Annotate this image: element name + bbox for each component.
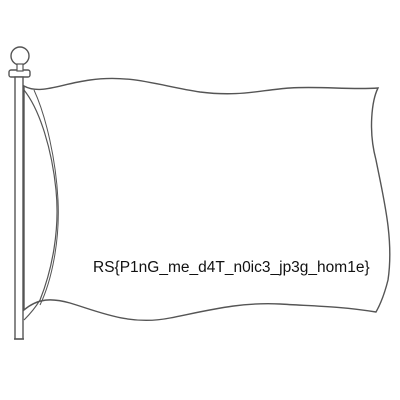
flag-body [23, 77, 391, 322]
flag-pole [14, 76, 24, 340]
flag-fold-line-inner [33, 89, 59, 306]
pole-neck [16, 63, 24, 72]
pole-finial-ball [10, 46, 30, 66]
flag-text: RS{P1nG_me_d4T_n0ic3_jp3g_hom1e} [93, 259, 370, 276]
flag-fold-line [23, 89, 58, 321]
